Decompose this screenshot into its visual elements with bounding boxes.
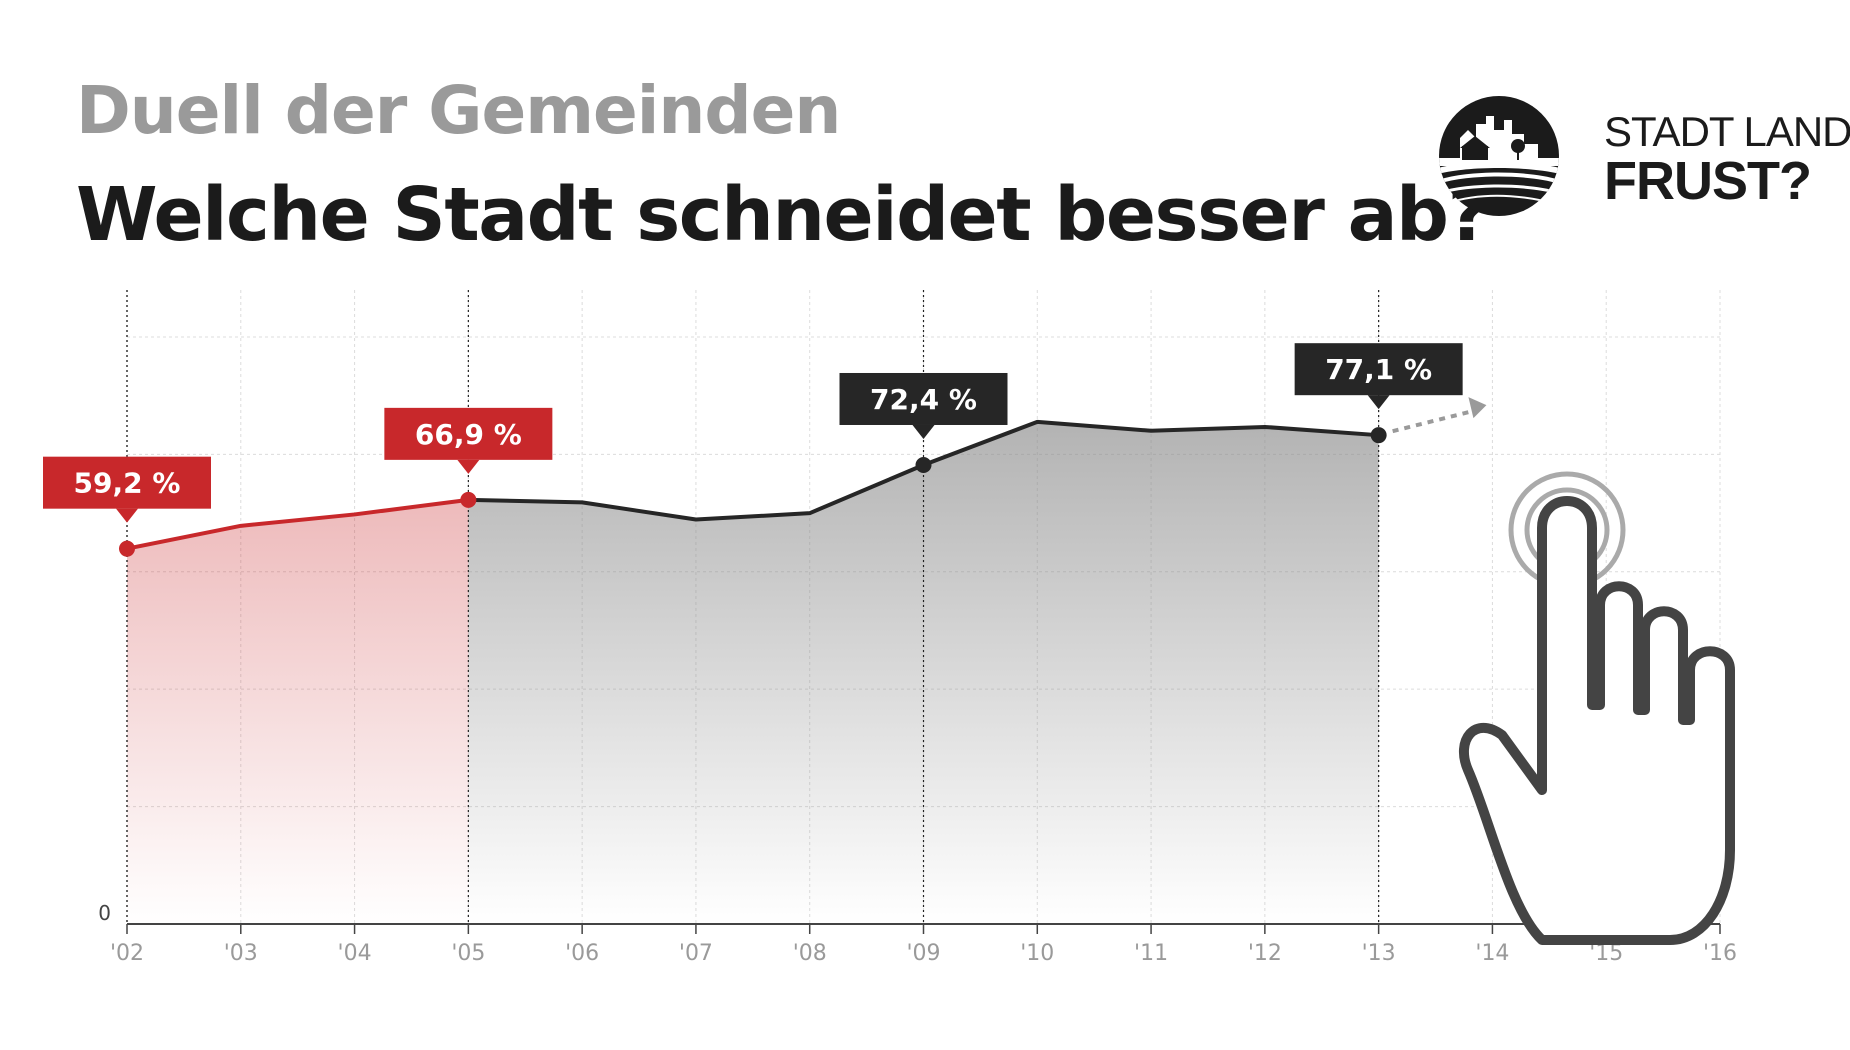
data-label-box <box>43 456 211 509</box>
x-tick-label: '10 <box>1020 941 1054 966</box>
logo-text-line1: STADT LAND <box>1604 108 1850 155</box>
village-landscape-icon <box>1439 96 1559 216</box>
data-label-pointer <box>457 459 480 474</box>
hand-outline <box>1458 496 1735 945</box>
data-point-marker <box>1370 427 1387 444</box>
data-point-marker <box>915 456 932 473</box>
y-tick-label: 0 <box>98 901 111 925</box>
data-point-marker <box>119 540 135 557</box>
x-tick-label: '08 <box>793 941 827 966</box>
x-tick-label: '02 <box>110 941 144 966</box>
data-label-box <box>384 407 553 460</box>
area-main <box>468 421 1379 924</box>
area-highlight <box>127 499 469 924</box>
data-label: 59,2 % <box>74 467 181 500</box>
data-label-pointer <box>116 508 138 523</box>
data-label-box <box>1294 343 1463 396</box>
chart-headline: Welche Stadt schneidet besser ab? <box>76 172 1490 258</box>
logo <box>1439 96 1559 216</box>
x-tick-label: '06 <box>565 941 599 966</box>
data-label-box <box>839 372 1008 425</box>
x-tick-label: '12 <box>1248 941 1282 966</box>
x-tick-label: '15 <box>1589 941 1623 966</box>
x-tick-label: '14 <box>1475 941 1509 966</box>
continue-arrow-head <box>1468 397 1487 419</box>
line-highlight <box>126 497 469 551</box>
chart-kicker: Duell der Gemeinden <box>76 72 841 149</box>
x-tick-label: '03 <box>224 941 258 966</box>
x-tick-label: '09 <box>906 941 940 966</box>
data-point-marker <box>460 491 477 508</box>
x-tick-label: '04 <box>338 941 372 966</box>
x-tick-label: '16 <box>1703 941 1737 966</box>
continue-arrow-line <box>1392 408 1477 434</box>
logo-text-line2: FRUST? <box>1604 151 1812 211</box>
x-tick-label: '13 <box>1362 941 1396 966</box>
data-label-pointer <box>912 424 935 439</box>
hand-pointer-icon <box>1458 471 1735 945</box>
data-label: 66,9 % <box>415 418 522 451</box>
data-label: 72,4 % <box>870 383 977 416</box>
x-tick-label: '05 <box>451 941 485 966</box>
data-label: 77,1 % <box>1325 353 1432 386</box>
data-label-pointer <box>1367 395 1390 410</box>
x-tick-label: '07 <box>679 941 713 966</box>
x-tick-label: '11 <box>1134 941 1168 966</box>
